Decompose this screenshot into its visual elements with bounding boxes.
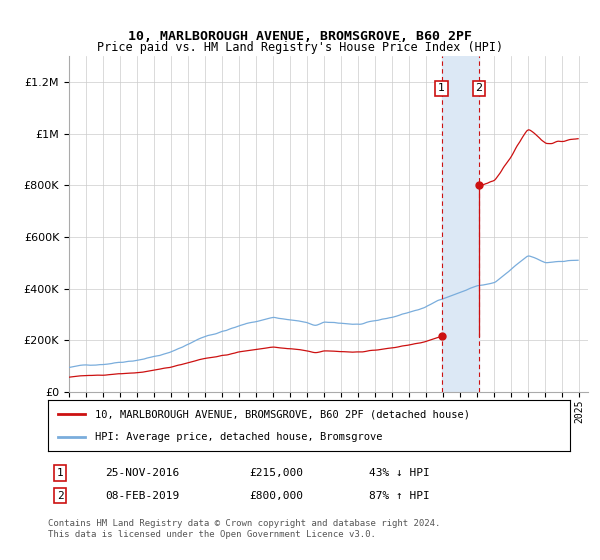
Text: HPI: Average price, detached house, Bromsgrove: HPI: Average price, detached house, Brom… bbox=[95, 432, 382, 442]
Text: 08-FEB-2019: 08-FEB-2019 bbox=[105, 491, 179, 501]
Text: 1: 1 bbox=[438, 83, 445, 94]
Text: Price paid vs. HM Land Registry's House Price Index (HPI): Price paid vs. HM Land Registry's House … bbox=[97, 41, 503, 54]
Text: 87% ↑ HPI: 87% ↑ HPI bbox=[369, 491, 430, 501]
Text: Contains HM Land Registry data © Crown copyright and database right 2024.
This d: Contains HM Land Registry data © Crown c… bbox=[48, 520, 440, 539]
Text: 10, MARLBOROUGH AVENUE, BROMSGROVE, B60 2PF (detached house): 10, MARLBOROUGH AVENUE, BROMSGROVE, B60 … bbox=[95, 409, 470, 419]
Text: 25-NOV-2016: 25-NOV-2016 bbox=[105, 468, 179, 478]
Text: 10, MARLBOROUGH AVENUE, BROMSGROVE, B60 2PF: 10, MARLBOROUGH AVENUE, BROMSGROVE, B60 … bbox=[128, 30, 472, 43]
Bar bbox=[442, 56, 479, 392]
Text: 2: 2 bbox=[476, 83, 482, 94]
Text: £215,000: £215,000 bbox=[249, 468, 303, 478]
Text: 43% ↓ HPI: 43% ↓ HPI bbox=[369, 468, 430, 478]
Text: 2: 2 bbox=[56, 491, 64, 501]
Text: 1: 1 bbox=[56, 468, 64, 478]
Text: £800,000: £800,000 bbox=[249, 491, 303, 501]
